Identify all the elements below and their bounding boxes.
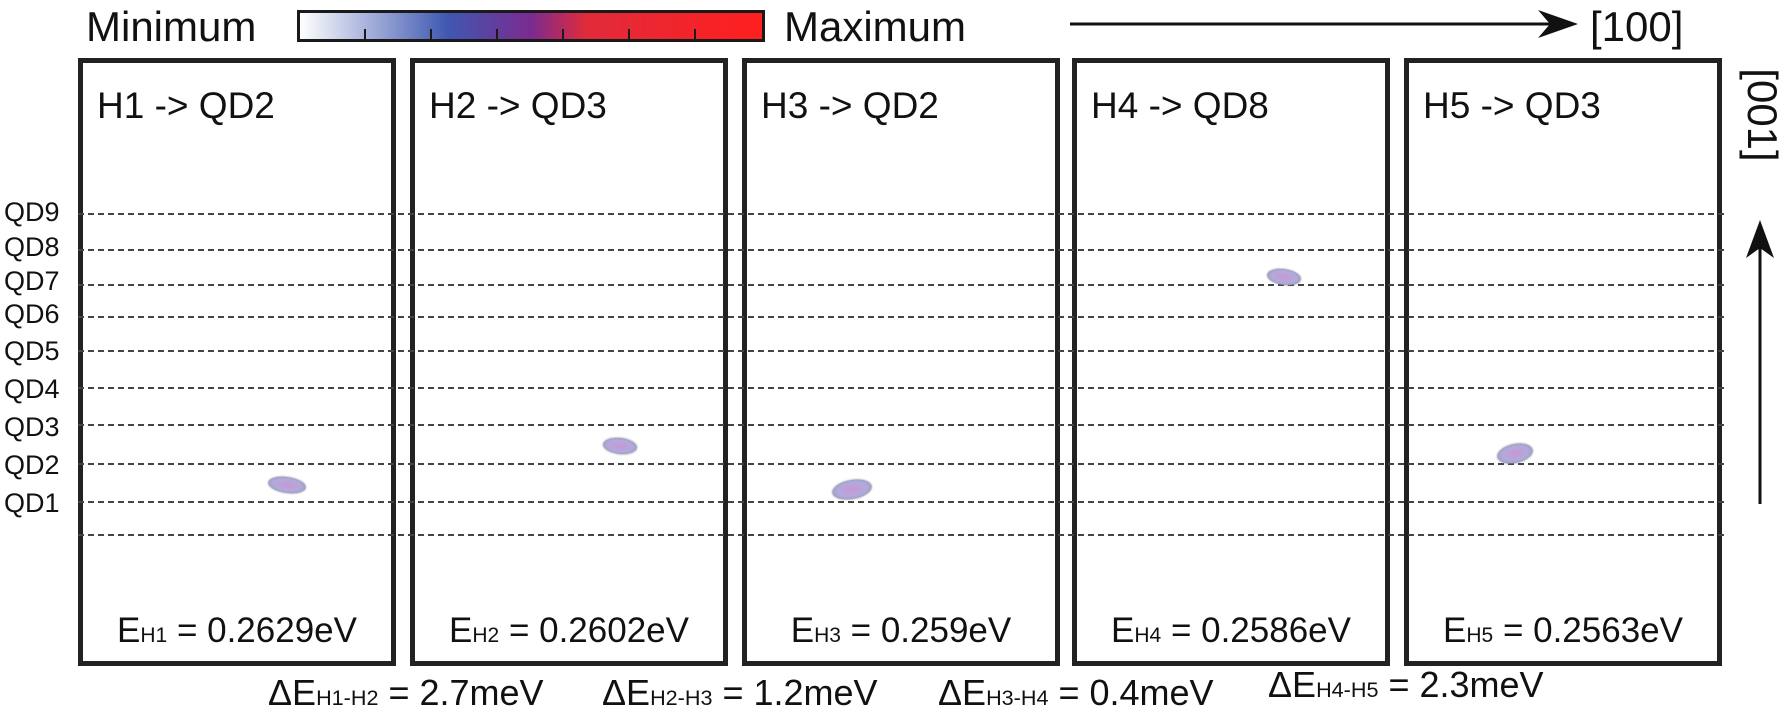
colorbar-min-label: Minimum: [86, 3, 257, 50]
panel-h4: H4 -> QD8 EH4 = 0.2586eV: [1072, 58, 1390, 666]
colorbar-tick: [496, 29, 498, 39]
qd-boundary-line: [78, 463, 1724, 465]
energy-value: = 0.2586eV: [1161, 611, 1351, 650]
delta-symbol: ΔE: [938, 672, 987, 713]
qd-label: QD3: [4, 412, 60, 442]
delta-value: = 1.2meV: [712, 672, 878, 713]
panel-title: H1 -> QD2: [97, 85, 275, 126]
delta-subscript: H2-H3: [650, 685, 713, 710]
colorbar-tick: [628, 29, 630, 39]
energy-value: = 0.259eV: [840, 611, 1012, 650]
energy-subscript: H3: [814, 624, 841, 647]
panel-title: H2 -> QD3: [429, 85, 607, 126]
qd-label: QD1: [4, 488, 60, 518]
qd-label: QD2: [4, 450, 60, 480]
colorbar-tick: [562, 29, 564, 39]
qd-boundary-line: [78, 316, 1724, 318]
energy-symbol: E: [790, 611, 815, 650]
qd-boundary-line: [78, 424, 1724, 426]
delta-value: = 2.7meV: [378, 672, 544, 713]
energy-symbol: E: [117, 611, 141, 650]
panel-h3: H3 -> QD2 EH3 = 0.259eV: [742, 58, 1060, 666]
panel-title: H3 -> QD2: [761, 85, 939, 126]
colorbar-tick: [364, 29, 366, 39]
vertical-axis-label: [001]: [1739, 68, 1785, 162]
delta-value: = 2.3meV: [1378, 664, 1544, 705]
qd-label: QD8: [4, 232, 60, 262]
colorbar-tick: [430, 29, 432, 39]
energy-subscript: H1: [140, 624, 168, 647]
energy-subscript: H2: [472, 624, 500, 647]
delta-value: = 0.4meV: [1048, 672, 1214, 713]
panel-energy: EH1 = 0.2629eV: [83, 611, 391, 651]
panel-energy: EH4 = 0.2586eV: [1077, 611, 1385, 651]
qd-boundary-line: [78, 387, 1724, 389]
energy-difference-h2-h3: ΔEH2-H3 = 1.2meV: [602, 672, 878, 714]
delta-symbol: ΔE: [268, 672, 317, 713]
energy-subscript: H4: [1134, 624, 1162, 647]
qd-boundary-line: [78, 213, 1724, 215]
panel-energy: EH2 = 0.2602eV: [415, 611, 723, 651]
horizontal-axis-label: [100]: [1590, 3, 1684, 50]
qd-label: QD9: [4, 197, 60, 227]
colorbar: [297, 10, 765, 42]
energy-symbol: E: [1443, 611, 1467, 650]
panel-energy: EH5 = 0.2563eV: [1409, 611, 1717, 651]
energy-subscript: H5: [1466, 624, 1494, 647]
energy-value: = 0.2602eV: [499, 611, 689, 650]
qd-label: QD5: [4, 336, 60, 366]
colorbar-max-label: Maximum: [784, 3, 967, 50]
qd-boundary-line: [78, 350, 1724, 352]
qd-label: QD6: [4, 299, 60, 329]
delta-subscript: H3-H4: [986, 685, 1049, 710]
vertical-arrow-icon: [1746, 220, 1774, 504]
qd-label: QD4: [4, 374, 60, 404]
energy-value: = 0.2563eV: [1493, 611, 1683, 650]
delta-subscript: H4-H5: [1316, 677, 1379, 702]
panel-title: H4 -> QD8: [1091, 85, 1269, 126]
energy-difference-h3-h4: ΔEH3-H4 = 0.4meV: [938, 672, 1214, 714]
energy-difference-h4-h5: ΔEH4-H5 = 2.3meV: [1268, 664, 1544, 706]
energy-difference-h1-h2: ΔEH1-H2 = 2.7meV: [268, 672, 544, 714]
energy-value: = 0.2629eV: [167, 611, 357, 650]
panel-h2: H2 -> QD3 EH2 = 0.2602eV: [410, 58, 728, 666]
qd-boundary-line: [78, 249, 1724, 251]
colorbar-tick: [694, 29, 696, 39]
qd-boundary-line: [78, 534, 1724, 536]
panel-h5: H5 -> QD3 EH5 = 0.2563eV: [1404, 58, 1722, 666]
energy-symbol: E: [1111, 611, 1135, 650]
qd-boundary-line: [78, 501, 1724, 503]
panel-title: H5 -> QD3: [1423, 85, 1601, 126]
panel-h1: H1 -> QD2 EH1 = 0.2629eV: [78, 58, 396, 666]
qd-label: QD7: [4, 266, 60, 296]
horizontal-arrow-icon: [1070, 10, 1578, 38]
energy-symbol: E: [449, 611, 473, 650]
delta-symbol: ΔE: [1268, 664, 1317, 705]
qd-boundary-line: [78, 284, 1724, 286]
delta-subscript: H1-H2: [316, 685, 379, 710]
panel-energy: EH3 = 0.259eV: [747, 611, 1055, 651]
delta-symbol: ΔE: [602, 672, 651, 713]
